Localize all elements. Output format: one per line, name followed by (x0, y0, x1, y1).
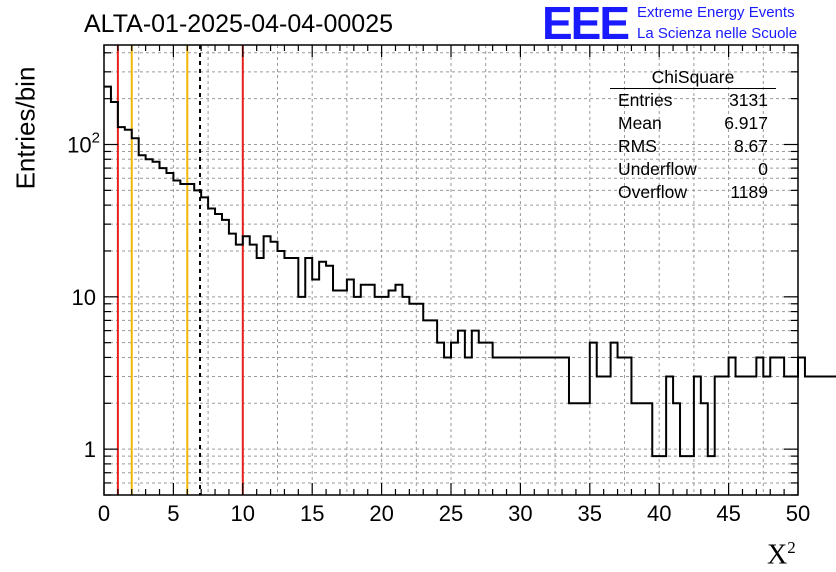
x-tick-label: 5 (167, 501, 179, 526)
x-tick-label: 50 (786, 501, 810, 526)
x-tick-label: 20 (369, 501, 393, 526)
axis-ticks (103, 45, 799, 496)
histogram-step (104, 85, 836, 458)
stats-row-overflow: Overflow 1189 (618, 182, 768, 202)
x-axis-label: X2 (767, 538, 796, 571)
y-tick-label: 1 (84, 437, 96, 462)
x-tick-label: 0 (98, 501, 110, 526)
x-tick-label: 15 (300, 501, 324, 526)
y-tick-label: 10 (72, 285, 96, 310)
stats-row-entries: Entries 3131 (618, 90, 768, 110)
y-tick-label: 102 (67, 129, 100, 157)
x-tick-label: 25 (439, 501, 463, 526)
x-tick-label: 45 (716, 501, 740, 526)
x-tick-label: 40 (647, 501, 671, 526)
eee-logo: EEE (542, 0, 630, 49)
stats-box: ChiSquare Entries 3131 Mean 6.917 RMS 8.67 … (610, 66, 776, 204)
x-tick-label: 35 (578, 501, 602, 526)
axis-tick-labels: 0 5 10 15 20 25 30 35 40 45 50 1 10 102 (67, 129, 810, 526)
x-tick-label: 30 (508, 501, 532, 526)
stats-row-rms: RMS 8.67 (618, 136, 768, 156)
chart-title: ALTA-01-2025-04-04-00025 (84, 10, 393, 38)
stats-title: ChiSquare (610, 66, 776, 89)
logo-line-1: Extreme Energy Events (637, 4, 795, 21)
stats-row-underflow: Underflow 0 (618, 159, 768, 179)
x-tick-label: 10 (231, 501, 255, 526)
logo-line-2: La Scienza nelle Scuole (637, 25, 798, 42)
y-axis-label: Entries/bin (10, 66, 41, 190)
stats-row-mean: Mean 6.917 (618, 113, 768, 133)
marker-lines (116, 45, 244, 495)
